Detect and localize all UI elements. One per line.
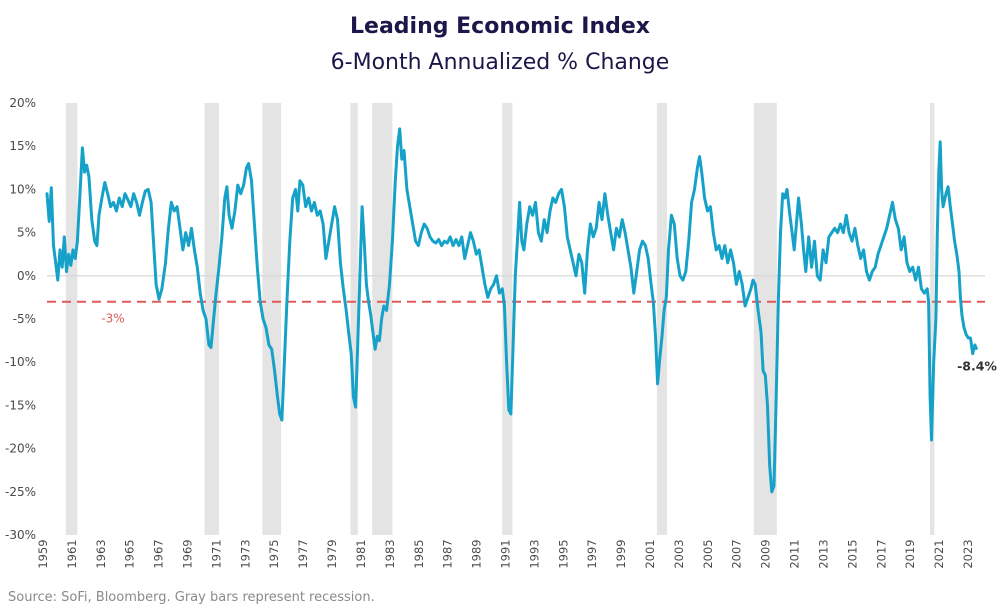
reference-line-group: -3% — [47, 300, 985, 326]
x-tick-label: 2017 — [874, 539, 888, 568]
x-tick-label: 2007 — [730, 539, 744, 568]
x-tick-label: 1975 — [267, 539, 281, 568]
x-tick-label: 1979 — [325, 539, 339, 568]
series-line — [45, 127, 978, 494]
x-tick-label: 2011 — [788, 539, 802, 568]
reference-line-label: -3% — [101, 312, 124, 326]
y-tick-label: 15% — [9, 139, 36, 153]
x-tick-label: 2015 — [845, 539, 859, 568]
y-tick-label: -10% — [5, 355, 36, 369]
chart-subtitle: 6-Month Annualized % Change — [330, 50, 670, 75]
recession-bar — [502, 103, 513, 535]
y-tick-label: -20% — [5, 442, 36, 456]
y-tick-label: 20% — [9, 96, 36, 110]
x-tick-label: 1997 — [585, 539, 599, 568]
x-tick-label: 1963 — [94, 539, 108, 568]
recession-bar — [753, 103, 777, 535]
y-tick-label: 0% — [17, 269, 36, 283]
x-tick-label: 1993 — [527, 539, 541, 568]
recession-bar — [930, 103, 935, 535]
x-tick-label: 1991 — [498, 539, 512, 568]
y-tick-label: -30% — [5, 528, 36, 542]
x-tick-label: 1999 — [614, 539, 628, 568]
x-tick-label: 2003 — [672, 539, 686, 568]
recession-bars — [65, 103, 935, 535]
x-tick-label: 1987 — [441, 539, 455, 568]
x-tick-label: 2019 — [903, 539, 917, 568]
y-tick-label: -5% — [13, 312, 36, 326]
recession-bar — [350, 103, 358, 535]
x-tick-label: 1983 — [383, 539, 397, 568]
x-tick-label: 1995 — [556, 539, 570, 568]
x-tick-label: 1965 — [123, 539, 137, 568]
x-tick-label: 1969 — [181, 539, 195, 568]
y-tick-label: -15% — [5, 398, 36, 412]
x-tick-label: 1977 — [296, 539, 310, 568]
x-tick-label: 1961 — [65, 539, 79, 568]
x-tick-label: 1959 — [36, 539, 50, 568]
x-tick-label: 2021 — [932, 539, 946, 568]
x-tick-label: 2013 — [816, 539, 830, 568]
chart-title: Leading Economic Index — [350, 14, 650, 39]
x-tick-label: 2001 — [643, 539, 657, 568]
x-tick-label: 1973 — [238, 539, 252, 568]
x-tick-label: 2005 — [701, 539, 715, 568]
axes: 20% 15% 10% 5% 0% -5% -10% -15% -20% -25% -30%1959… — [5, 96, 985, 569]
x-tick-label: 2023 — [961, 539, 975, 568]
y-tick-label: -25% — [5, 485, 36, 499]
x-tick-label: 2009 — [759, 539, 773, 568]
recession-bar — [262, 103, 282, 535]
y-tick-label: 10% — [9, 182, 36, 196]
x-tick-label: 1967 — [152, 539, 166, 568]
x-tick-label: 1985 — [412, 539, 426, 568]
recession-bar — [204, 103, 219, 535]
x-tick-label: 1971 — [209, 539, 223, 568]
annotation-group: -8.4% — [957, 358, 997, 373]
x-tick-label: 1981 — [354, 539, 368, 568]
y-tick-label: 5% — [17, 226, 36, 240]
chart-source: Source: SoFi, Bloomberg. Gray bars repre… — [8, 590, 375, 605]
x-tick-label: 1989 — [470, 539, 484, 568]
series-group — [45, 127, 978, 494]
end-value-label: -8.4% — [957, 358, 997, 373]
recession-bar — [65, 103, 78, 535]
